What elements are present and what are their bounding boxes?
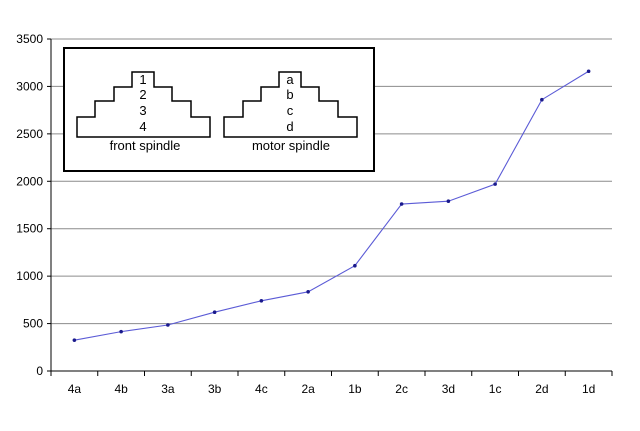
x-tick-label: 2d — [535, 382, 548, 396]
x-tick-label: 2a — [301, 382, 315, 396]
x-tick-label: 2c — [395, 382, 408, 396]
series-line — [74, 70, 589, 341]
data-point — [586, 69, 591, 74]
y-tick-labels: 0 500 1000 1500 2000 2500 3000 3500 — [16, 32, 43, 378]
motor-step-label: d — [286, 119, 293, 134]
data-points — [72, 69, 591, 342]
y-tick-label: 500 — [23, 317, 43, 331]
data-point — [119, 329, 123, 334]
front-spindle-caption: front spindle — [110, 138, 181, 153]
x-tick-label: 1c — [489, 382, 502, 396]
motor-spindle-caption: motor spindle — [252, 138, 330, 153]
motor-spindle-pulley — [223, 71, 358, 138]
y-tick-label: 3500 — [16, 32, 43, 46]
data-point — [493, 182, 497, 186]
motor-spindle-diagram: a b c d motor spindle — [223, 71, 358, 153]
front-step-label: 4 — [139, 119, 146, 134]
y-tick-label: 2500 — [16, 127, 43, 141]
y-tick-label: 0 — [36, 364, 43, 378]
motor-step-label: b — [286, 87, 293, 102]
series-line-path — [74, 70, 589, 341]
front-step-label: 2 — [139, 87, 146, 102]
x-tick-label: 3d — [442, 382, 455, 396]
y-tick-label: 1500 — [16, 222, 43, 236]
data-point — [259, 299, 264, 303]
inset-box — [63, 47, 375, 172]
x-tick-label: 4a — [68, 382, 82, 396]
x-tick-label: 3b — [208, 382, 222, 396]
front-spindle-pulley — [76, 71, 211, 138]
data-point — [72, 338, 77, 342]
front-step-label: 3 — [139, 103, 146, 118]
x-tick-label: 4c — [255, 382, 268, 396]
x-tick-label: 3a — [161, 382, 175, 396]
motor-step-label: c — [287, 103, 294, 118]
data-point — [166, 323, 170, 327]
data-point — [212, 310, 217, 314]
y-tick-label: 1000 — [16, 269, 43, 283]
x-tick-label: 1b — [348, 382, 362, 396]
data-point — [306, 289, 310, 294]
data-point — [353, 263, 357, 268]
front-step-label: 1 — [139, 72, 146, 87]
axes — [47, 38, 613, 376]
data-point — [399, 202, 404, 206]
data-point — [446, 199, 451, 204]
x-tick-label: 4b — [114, 382, 128, 396]
y-tick-label: 2000 — [16, 174, 43, 188]
front-spindle-diagram: 1 2 3 4 front spindle — [76, 71, 211, 153]
x-tick-labels: 4a 4b 3a 3b 4c 2a 1b 2c 3d 1c 2d 1d — [68, 382, 596, 396]
spindle-inset: 1 2 3 4 front spindle a b c d motor spin… — [63, 47, 375, 172]
y-tick-label: 3000 — [16, 79, 43, 93]
data-point — [540, 97, 544, 102]
x-tick-label: 1d — [582, 382, 595, 396]
motor-step-label: a — [286, 72, 294, 87]
